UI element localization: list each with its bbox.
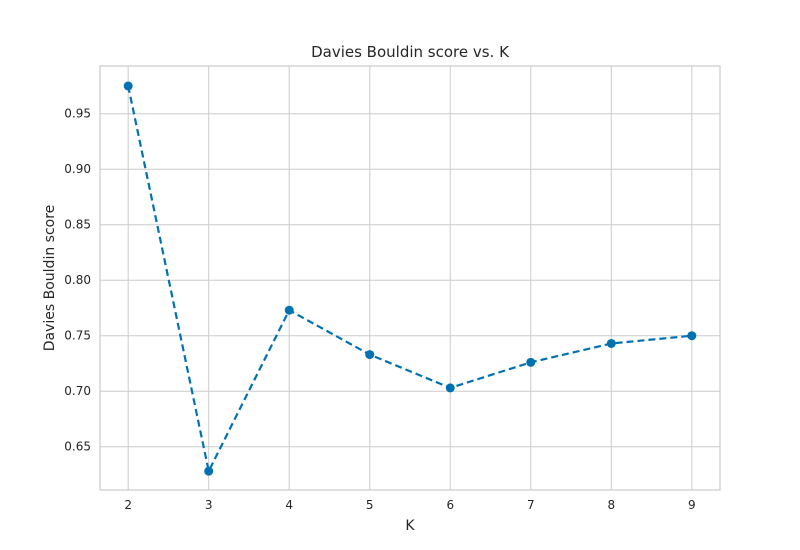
series-layer: [123, 81, 697, 476]
data-point: [606, 338, 616, 348]
x-tick-label: 3: [205, 498, 213, 512]
data-point: [687, 331, 697, 341]
grid-lines: [100, 66, 720, 490]
series-line: [127, 85, 692, 473]
x-tick-label: 9: [688, 498, 696, 512]
y-axis-title: Davies Bouldin score: [42, 205, 58, 352]
data-point: [526, 357, 536, 367]
y-tick-label: 0.95: [64, 107, 91, 121]
x-tick-label: 5: [366, 498, 374, 512]
y-tick-label: 0.90: [64, 162, 91, 176]
x-axis-title: K: [405, 518, 415, 534]
x-tick-label: 6: [446, 498, 454, 512]
y-tick-label: 0.65: [64, 440, 91, 454]
x-tick-label: 7: [527, 498, 535, 512]
y-tick-label: 0.80: [64, 273, 91, 287]
y-tick-label: 0.70: [64, 384, 91, 398]
data-point: [123, 81, 133, 91]
y-tick-label: 0.85: [64, 218, 91, 232]
y-tick-label: 0.75: [64, 329, 91, 343]
data-point: [445, 383, 455, 393]
plot-frame: [99, 65, 721, 491]
data-point: [204, 466, 214, 476]
x-tick-label: 2: [124, 498, 132, 512]
data-point: [365, 350, 375, 360]
chart-title: Davies Bouldin score vs. K: [311, 43, 510, 61]
tick-labels: 2 3 4 5 6 7 8 9 0.65 0.70 0.75 0.80 0.85 0.90 0.95: [64, 107, 695, 512]
data-point: [284, 305, 294, 315]
plot-background: [100, 66, 720, 490]
x-tick-label: 8: [607, 498, 615, 512]
x-tick-label: 4: [285, 498, 293, 512]
